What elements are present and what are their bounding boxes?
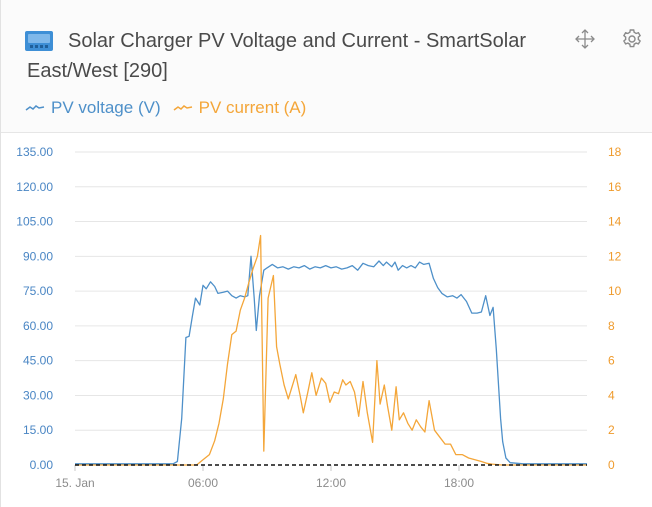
legend-label-current: PV current (A) bbox=[198, 98, 307, 117]
y-right-tick-label: 8 bbox=[608, 319, 615, 333]
y-right-tick-label: 16 bbox=[608, 180, 622, 194]
y-right-tick-label: 14 bbox=[608, 215, 622, 229]
x-tick-label: 18:00 bbox=[444, 476, 474, 490]
y-right-tick-label: 4 bbox=[608, 388, 615, 402]
y-left-tick-label: 30.00 bbox=[23, 388, 53, 402]
series-line-pv-voltage bbox=[75, 255, 587, 465]
y-left-tick-label: 135.00 bbox=[16, 145, 53, 159]
y-left-tick-label: 75.00 bbox=[23, 284, 53, 298]
y-right-tick-label: 18 bbox=[608, 145, 622, 159]
chart-plot-area: 0.00 15.00 30.00 45.00 60.00 75.00 90.00 105.00… bbox=[16, 145, 622, 490]
legend-line-voltage-icon bbox=[25, 105, 45, 111]
legend-item-voltage[interactable]: PV voltage (V) bbox=[25, 98, 161, 118]
move-arrows-icon[interactable] bbox=[574, 28, 596, 50]
y-left-tick-label: 0.00 bbox=[30, 458, 54, 472]
y-right-tick-label: 2 bbox=[608, 423, 615, 437]
chart-legend: PV voltage (V) PV current (A) bbox=[25, 96, 306, 120]
series-line-pv-current bbox=[75, 234, 587, 466]
widget-header: Solar Charger PV Voltage and Current - S… bbox=[1, 0, 652, 133]
legend-item-current[interactable]: PV current (A) bbox=[173, 98, 307, 118]
y-left-tick-label: 120.00 bbox=[16, 180, 53, 194]
y-right-tick-label: 6 bbox=[608, 354, 615, 368]
y-left-tick-label: 60.00 bbox=[23, 319, 53, 333]
legend-label-voltage: PV voltage (V) bbox=[51, 98, 161, 117]
x-tick-label: 15. Jan bbox=[55, 476, 94, 490]
x-tick-label: 06:00 bbox=[188, 476, 218, 490]
y-right-tick-label: 0 bbox=[608, 458, 615, 472]
y-left-tick-label: 105.00 bbox=[16, 215, 53, 229]
charger-device-icon bbox=[25, 31, 53, 51]
y-right-tick-label: 12 bbox=[608, 249, 622, 263]
y-right-tick-label: 10 bbox=[608, 284, 622, 298]
y-left-tick-label: 90.00 bbox=[23, 249, 53, 263]
gear-icon[interactable] bbox=[621, 28, 643, 50]
y-left-tick-label: 45.00 bbox=[23, 354, 53, 368]
chart-title: Solar Charger PV Voltage and Current - S… bbox=[27, 30, 526, 82]
legend-line-current-icon bbox=[173, 105, 192, 111]
y-left-tick-label: 15.00 bbox=[23, 423, 53, 437]
x-tick-label: 12:00 bbox=[316, 476, 346, 490]
